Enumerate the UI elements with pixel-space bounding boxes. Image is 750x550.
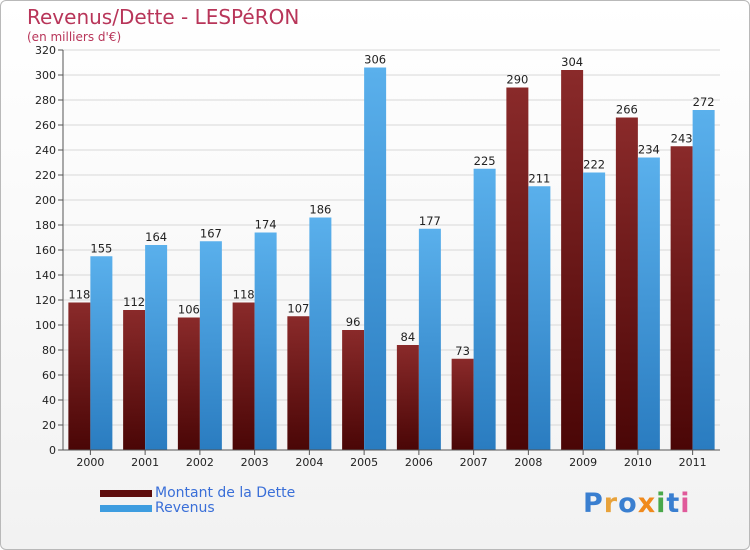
logo-letter: t — [666, 488, 681, 519]
y-tick-label: 180 — [35, 219, 56, 232]
bar-revenue — [145, 245, 168, 450]
bar-revenue — [364, 67, 387, 450]
value-label-debt: 84 — [401, 330, 416, 344]
value-label-debt: 290 — [506, 73, 528, 87]
bar-debt — [615, 117, 638, 450]
y-tick-label: 160 — [35, 244, 56, 257]
value-label-revenue: 177 — [419, 214, 441, 228]
value-label-debt: 112 — [123, 295, 145, 309]
y-tick-label: 140 — [35, 269, 56, 282]
value-label-debt: 106 — [178, 303, 200, 317]
x-tick-label: 2011 — [679, 456, 707, 469]
bar-revenue — [199, 241, 222, 450]
value-label-debt: 118 — [233, 288, 255, 302]
x-tick-label: 2002 — [186, 456, 214, 469]
bar-debt — [232, 302, 255, 450]
x-tick-label: 2004 — [295, 456, 323, 469]
bar-revenue — [90, 256, 113, 450]
bar-debt — [177, 317, 200, 450]
x-tick-label: 2005 — [350, 456, 378, 469]
y-tick-label: 200 — [35, 194, 56, 207]
value-label-revenue: 306 — [364, 53, 386, 67]
value-label-revenue: 164 — [145, 230, 167, 244]
x-tick-label: 2007 — [460, 456, 488, 469]
x-tick-label: 2006 — [405, 456, 433, 469]
y-tick-label: 100 — [35, 319, 56, 332]
bar-debt — [68, 302, 91, 450]
x-tick-label: 2009 — [569, 456, 597, 469]
x-tick-label: 2008 — [514, 456, 542, 469]
y-tick-label: 60 — [42, 369, 56, 382]
bar-revenue — [583, 172, 606, 450]
bar-debt — [396, 345, 419, 450]
value-label-debt: 73 — [455, 344, 470, 358]
bar-revenue — [692, 110, 715, 450]
logo-letter: r — [603, 488, 619, 519]
bar-debt — [287, 316, 310, 450]
bar-debt — [506, 87, 529, 450]
bar-debt — [561, 70, 584, 450]
proxiti-logo: Proxiti — [583, 488, 691, 519]
value-label-revenue: 174 — [255, 218, 277, 232]
bar-revenue — [637, 157, 660, 450]
y-tick-label: 120 — [35, 294, 56, 307]
value-label-debt: 243 — [671, 131, 693, 145]
y-tick-label: 80 — [42, 344, 56, 357]
x-tick-label: 2001 — [131, 456, 159, 469]
y-tick-label: 40 — [42, 394, 56, 407]
y-tick-label: 280 — [35, 94, 56, 107]
bar-revenue — [418, 228, 441, 450]
value-label-revenue: 167 — [200, 226, 222, 240]
bar-debt — [670, 146, 693, 450]
y-tick-label: 220 — [35, 169, 56, 182]
value-label-revenue: 272 — [693, 95, 715, 109]
chart-legend: Montant de la Dette Revenus — [100, 486, 295, 516]
y-tick-label: 300 — [35, 69, 56, 82]
legend-swatch-debt — [100, 490, 152, 497]
bar-debt — [342, 330, 365, 450]
y-tick-label: 260 — [35, 119, 56, 132]
value-label-revenue: 155 — [90, 241, 112, 255]
value-label-revenue: 222 — [583, 158, 605, 172]
bar-revenue — [309, 217, 332, 450]
bar-revenue — [254, 232, 277, 450]
x-tick-label: 2000 — [76, 456, 104, 469]
logo-letter: i — [656, 488, 667, 519]
legend-item-revenue: Revenus — [100, 501, 295, 516]
chart-title: Revenus/Dette - LESPéRON — [27, 5, 300, 29]
logo-letter: o — [618, 488, 638, 519]
value-label-debt: 96 — [346, 315, 361, 329]
y-tick-label: 0 — [49, 444, 56, 457]
value-label-debt: 304 — [561, 55, 583, 69]
bar-debt — [451, 358, 474, 450]
bar-debt — [123, 310, 146, 450]
chart-subtitle: (en milliers d'€) — [27, 30, 122, 44]
value-label-revenue: 186 — [309, 203, 331, 217]
y-tick-label: 240 — [35, 144, 56, 157]
value-label-revenue: 234 — [638, 143, 660, 157]
legend-swatch-revenue — [100, 505, 152, 512]
legend-label-debt: Montant de la Dette — [155, 485, 296, 501]
legend-label-revenue: Revenus — [155, 500, 215, 516]
logo-letter: x — [637, 488, 657, 519]
value-label-revenue: 225 — [474, 154, 496, 168]
logo-letter: i — [680, 488, 691, 519]
value-label-revenue: 211 — [528, 171, 550, 185]
value-label-debt: 266 — [616, 103, 638, 117]
legend-item-debt: Montant de la Dette — [100, 486, 295, 501]
y-tick-label: 20 — [42, 419, 56, 432]
logo-letter: P — [583, 488, 604, 519]
value-label-debt: 107 — [287, 301, 309, 315]
bar-revenue — [473, 168, 496, 450]
x-tick-label: 2003 — [241, 456, 269, 469]
bar-revenue — [528, 186, 551, 450]
value-label-debt: 118 — [68, 288, 90, 302]
y-tick-label: 320 — [35, 44, 56, 57]
x-tick-label: 2010 — [624, 456, 652, 469]
